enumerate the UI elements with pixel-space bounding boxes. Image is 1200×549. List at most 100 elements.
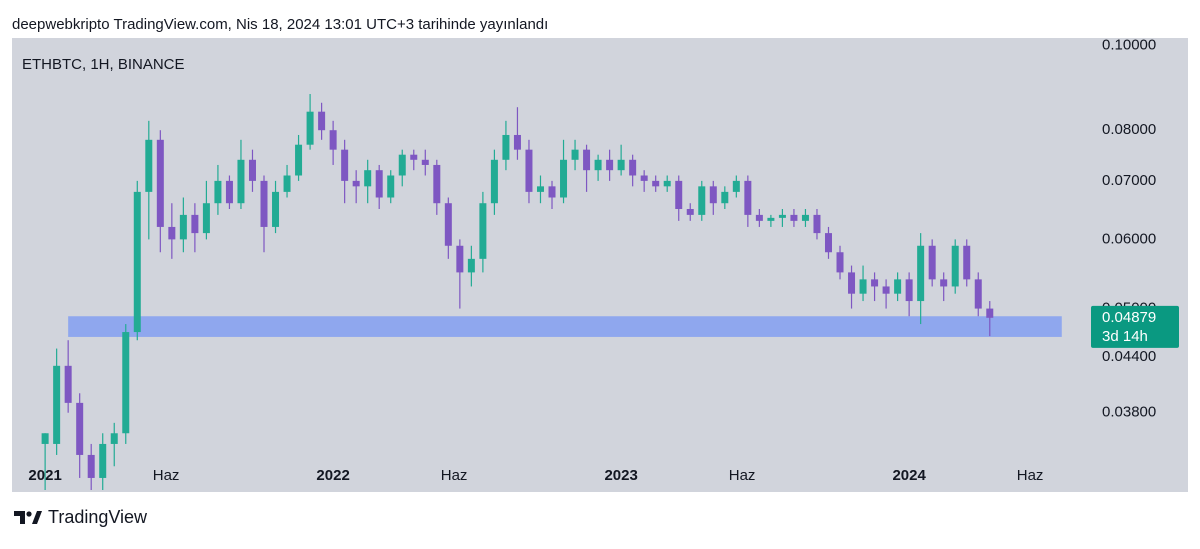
- candle-body: [99, 443, 107, 478]
- last-price-box: [1091, 305, 1179, 348]
- candle-body: [617, 159, 625, 171]
- chart-title: ETHBTC, 1H, BINANCE: [22, 56, 185, 73]
- candle-body: [387, 175, 395, 198]
- candle-body: [433, 164, 441, 204]
- candle-body: [444, 203, 452, 246]
- candle-body: [721, 191, 729, 204]
- candle-body: [456, 245, 464, 273]
- candle-body: [329, 130, 337, 150]
- last-price: 0.04879: [1102, 309, 1156, 326]
- candle-body: [421, 159, 429, 165]
- candle-body: [375, 170, 383, 198]
- candle-body: [525, 149, 533, 192]
- candle-body: [905, 279, 913, 302]
- candle-body: [191, 214, 199, 234]
- candle-body: [755, 214, 763, 221]
- header: deepwebkripto TradingView.com, Nis 18, 2…: [12, 16, 548, 33]
- x-tick-label: Haz: [1017, 467, 1044, 484]
- candle-body: [790, 214, 798, 221]
- candle-body: [813, 214, 821, 234]
- support-zone: [68, 316, 1062, 337]
- candle-body: [732, 180, 740, 192]
- candle-body: [571, 149, 579, 160]
- candle-body: [778, 214, 786, 218]
- candle-body: [467, 258, 475, 273]
- x-tick-label: 2022: [316, 467, 349, 484]
- candle-body: [168, 226, 176, 240]
- x-tick-label: Haz: [729, 467, 756, 484]
- candle-body: [928, 245, 936, 280]
- candle-body: [214, 180, 222, 204]
- candle-body: [686, 209, 694, 215]
- candle-body: [53, 365, 61, 444]
- candle-body: [490, 159, 498, 204]
- candle-body: [801, 214, 809, 221]
- candle-body: [744, 180, 752, 215]
- candle-body: [41, 433, 49, 444]
- candle-body: [341, 149, 349, 181]
- y-tick-label: 0.04400: [1102, 348, 1156, 365]
- candle-body: [663, 180, 671, 187]
- y-tick-label: 0.03800: [1102, 404, 1156, 421]
- countdown: 3d 14h: [1102, 328, 1148, 345]
- candle-body: [513, 134, 521, 150]
- candle-body: [364, 170, 372, 187]
- candle-body: [295, 144, 303, 176]
- candle-body: [87, 454, 95, 478]
- x-tick-label: Haz: [153, 467, 180, 484]
- candle-body: [583, 149, 591, 171]
- logo-icon: [14, 511, 42, 524]
- candle-body: [606, 159, 614, 171]
- candle-body: [64, 365, 72, 403]
- candle-body: [594, 159, 602, 171]
- y-tick-label: 0.08000: [1102, 121, 1156, 138]
- candle-body: [502, 134, 510, 160]
- candle-body: [318, 111, 326, 131]
- candle-body: [76, 402, 84, 455]
- y-tick-label: 0.07000: [1102, 172, 1156, 189]
- candle-body: [202, 203, 210, 234]
- candle-body: [260, 180, 268, 227]
- candle-body: [894, 279, 902, 294]
- y-tick-label: 0.10000: [1102, 36, 1156, 53]
- brand: TradingView: [48, 507, 148, 527]
- x-tick-label: Haz: [441, 467, 468, 484]
- candle-body: [548, 186, 556, 198]
- candle-body: [709, 186, 717, 204]
- candle-body: [836, 252, 844, 273]
- candle-body: [248, 159, 256, 181]
- candle-body: [951, 245, 959, 287]
- x-tick-label: 2024: [892, 467, 926, 484]
- candle-body: [640, 175, 648, 181]
- candle-body: [652, 180, 660, 187]
- candle-body: [352, 180, 360, 187]
- candle-body: [283, 175, 291, 192]
- candle-body: [479, 203, 487, 259]
- candle-body: [963, 245, 971, 280]
- candle-body: [410, 154, 418, 160]
- candle-body: [917, 245, 925, 302]
- candle-body: [398, 154, 406, 176]
- candle-body: [145, 139, 153, 192]
- candle-body: [133, 191, 141, 333]
- candle-body: [272, 191, 280, 227]
- candle-body: [824, 233, 832, 253]
- candle-body: [859, 279, 867, 294]
- candle-body: [122, 332, 130, 434]
- candle-body: [237, 159, 245, 204]
- candle-body: [179, 214, 187, 240]
- candle-body: [986, 308, 994, 318]
- candle-body: [767, 217, 775, 221]
- x-tick-label: 2023: [604, 467, 637, 484]
- candle-body: [560, 159, 568, 198]
- candle-body: [974, 279, 982, 309]
- candle-body: [675, 180, 683, 210]
- chart-background: [12, 38, 1188, 492]
- candle-body: [225, 180, 233, 204]
- candle-body: [940, 279, 948, 287]
- candle-body: [306, 111, 314, 145]
- candle-body: [698, 186, 706, 215]
- y-tick-label: 0.06000: [1102, 230, 1156, 247]
